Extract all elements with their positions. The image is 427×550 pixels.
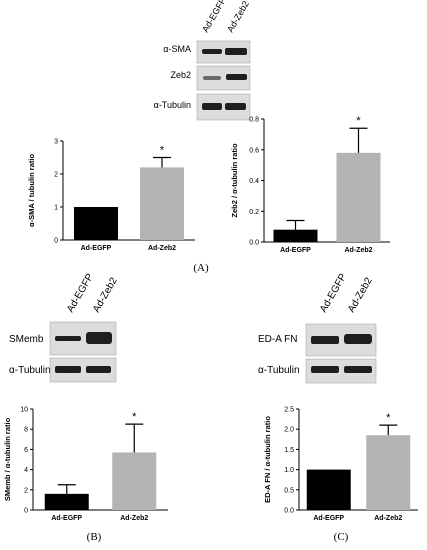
bar-ad-zeb2	[140, 167, 184, 240]
y-tick-label: 2	[24, 487, 28, 494]
x-category-label: Ad-EGFP	[280, 247, 311, 254]
blot-c-band-tubulin-zeb2	[344, 366, 372, 373]
blot-a-lane-label-zeb2: Ad-Zeb2	[225, 0, 251, 34]
blot-a-band-asma-egfp	[202, 49, 222, 54]
chart-zeb2-ratio: 0.0 0.2 0.4 0.6 0.8 Zeb2 / α-tubulin ratio Ad-…	[230, 115, 390, 254]
significance-marker: *	[132, 411, 137, 423]
x-category-label: Ad-Zeb2	[120, 515, 148, 522]
y-tick-label: 0.8	[249, 117, 259, 124]
panel-label-b: (B)	[87, 531, 102, 543]
y-axis-label: SMemb / α-tubulin ratio	[3, 417, 12, 501]
y-tick-label: 2	[54, 172, 58, 179]
blot-a-row-label-tubulin: α-Tubulin	[154, 100, 191, 110]
bar-ad-zeb2	[336, 152, 381, 242]
x-category-label: Ad-Zeb2	[374, 515, 402, 522]
y-tick-label: 0.0	[284, 508, 294, 515]
blot-a-lane-label-egfp: Ad-EGFP	[200, 0, 228, 34]
blot-b-row-label-tubulin: α-Tubulin	[9, 365, 51, 376]
blot-c-band-edafn-egfp	[311, 336, 339, 344]
blot-c-row-label-edafn: ED-A FN	[258, 334, 297, 345]
blot-c-lane-label-zeb2: Ad-Zeb2	[346, 275, 375, 314]
bar-ad-zeb2	[366, 435, 411, 510]
blot-a-band-tubulin-zeb2	[225, 103, 246, 110]
x-category-label: Ad-Zeb2	[345, 247, 373, 254]
blot-c: Ad-EGFP Ad-Zeb2 ED-A FN α-Tubulin	[258, 272, 377, 384]
blot-b-row-label-smemb: SMemb	[9, 334, 44, 345]
blot-b-band-tubulin-egfp	[55, 366, 81, 373]
x-category-label: Ad-EGFP	[313, 515, 344, 522]
bar-ad-egfp	[44, 493, 89, 510]
blot-a-band-asma-zeb2	[225, 48, 247, 55]
blot-a: Ad-EGFP Ad-Zeb2 α-SMA Zeb2 α-Tubulin	[154, 0, 251, 121]
chart-smemb-ratio: 0 2 4 6 8 10 SMemb / α-tubulin ratio Ad-EGFP * Ad…	[3, 407, 168, 522]
bar-ad-zeb2	[112, 452, 157, 510]
y-tick-label: 10	[20, 407, 28, 414]
x-category-label: Ad-EGFP	[51, 515, 82, 522]
y-tick-label: 0.6	[249, 147, 259, 154]
significance-marker: *	[386, 412, 391, 424]
blot-c-band-tubulin-egfp	[311, 366, 339, 373]
x-category-label: Ad-Zeb2	[148, 245, 176, 252]
blot-a-row-label-zeb2: Zeb2	[170, 70, 191, 80]
y-tick-label: 0.2	[249, 209, 259, 216]
panel-label-a: (A)	[193, 262, 209, 274]
y-tick-label: 6	[24, 447, 28, 454]
y-tick-label: 4	[24, 467, 28, 474]
blot-a-band-zeb2-zeb2	[226, 74, 247, 80]
y-tick-label: 1.0	[284, 467, 294, 474]
y-axis-label: Zeb2 / α-tubulin ratio	[230, 143, 239, 218]
x-category-label: Ad-EGFP	[81, 245, 112, 252]
y-tick-label: 1.5	[284, 447, 294, 454]
blot-b-band-smemb-egfp	[55, 336, 81, 341]
y-tick-label: 0.5	[284, 487, 294, 494]
y-tick-label: 3	[54, 139, 58, 146]
y-tick-label: 0.4	[249, 178, 259, 185]
blot-b-band-smemb-zeb2	[86, 332, 112, 344]
y-tick-label: 2.0	[284, 427, 294, 434]
y-tick-label: 1	[54, 205, 58, 212]
y-axis-label: ED-A FN / α-tubulin ratio	[263, 416, 272, 503]
bar-ad-egfp	[306, 469, 351, 510]
blot-b-lane-label-zeb2: Ad-Zeb2	[91, 275, 120, 314]
blot-c-band-edafn-zeb2	[344, 334, 372, 344]
blot-a-band-zeb2-egfp	[203, 76, 221, 80]
chart-asma-ratio: 0 1 2 3 α-SMA / tubulin ratio Ad-EGFP * Ad-Zeb2	[27, 139, 195, 252]
bar-ad-egfp	[273, 229, 318, 242]
panel-label-c: (C)	[334, 531, 349, 543]
significance-marker: *	[356, 115, 361, 127]
y-tick-label: 8	[24, 427, 28, 434]
y-tick-label: 0.0	[249, 240, 259, 247]
blot-b-band-tubulin-zeb2	[86, 366, 111, 373]
bar-ad-egfp	[74, 207, 118, 240]
blot-a-gel-asma	[196, 40, 251, 64]
y-tick-label: 0	[24, 508, 28, 515]
blot-c-lane-label-egfp: Ad-EGFP	[318, 272, 349, 315]
y-tick-label: 2.5	[284, 407, 294, 414]
significance-marker: *	[160, 145, 165, 157]
blot-a-row-label-asma: α-SMA	[163, 44, 191, 54]
y-tick-label: 0	[54, 238, 58, 245]
blot-a-band-tubulin-egfp	[202, 103, 222, 110]
y-axis-label: α-SMA / tubulin ratio	[27, 154, 36, 227]
blot-b: Ad-EGFP Ad-Zeb2 SMemb α-Tubulin	[9, 272, 120, 383]
chart-edafn-ratio: 0.0 0.5 1.0 1.5 2.0 2.5 ED-A FN / α-tubulin ra…	[263, 407, 418, 522]
blot-c-row-label-tubulin: α-Tubulin	[258, 365, 300, 376]
